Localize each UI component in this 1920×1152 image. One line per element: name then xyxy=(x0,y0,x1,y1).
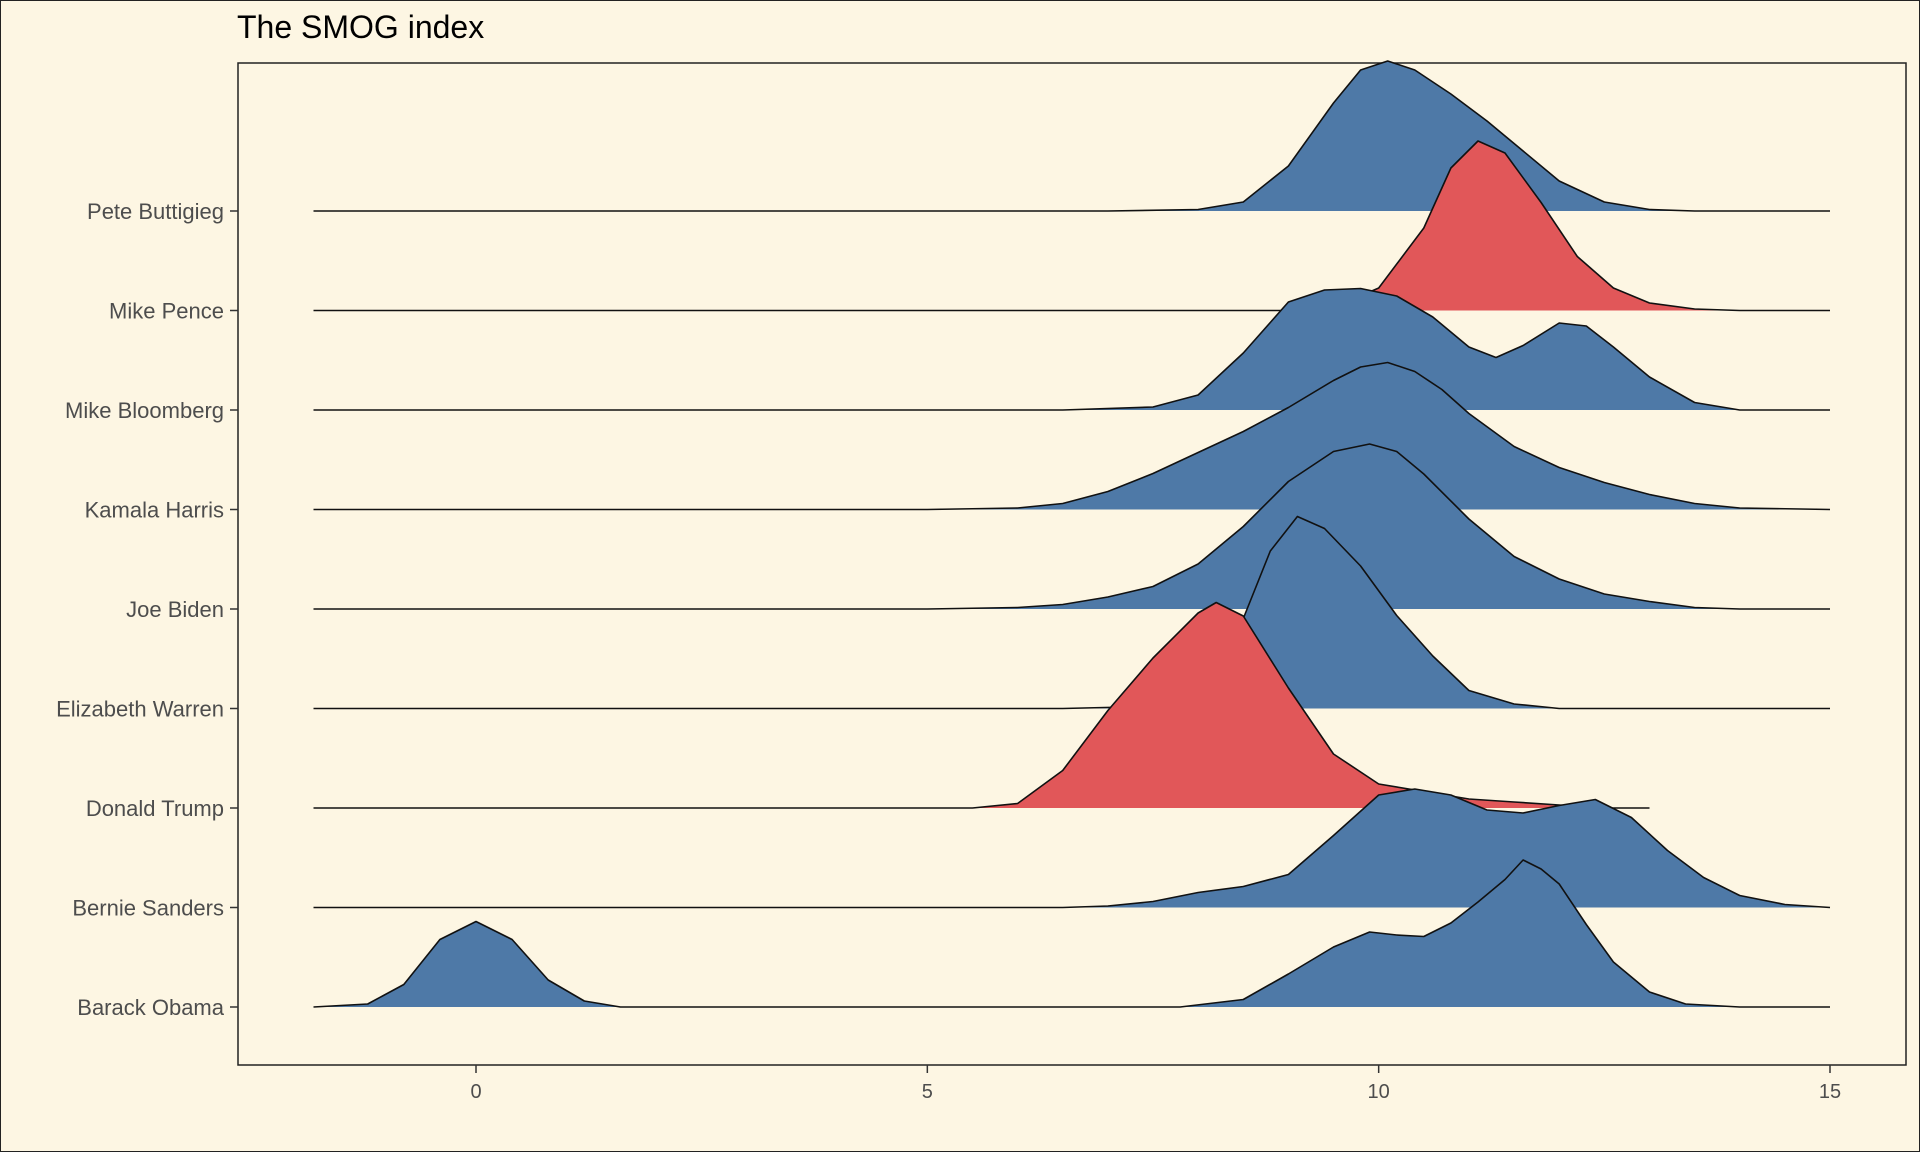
ridge-outline-pete-buttigieg xyxy=(313,60,1830,212)
y-tick-label-bernie-sanders: Bernie Sanders xyxy=(72,896,224,921)
x-tick-label-0: 0 xyxy=(470,1081,481,1103)
x-tick-label-5: 5 xyxy=(922,1081,933,1103)
ridge-donald-trump xyxy=(313,602,1650,808)
ridge-outline-barack-obama xyxy=(313,859,1830,1008)
ridge-kamala-harris xyxy=(313,362,1830,510)
y-tick-label-pete-buttigieg: Pete Buttigieg xyxy=(87,199,224,224)
ridge-outline-elizabeth-warren xyxy=(313,515,1830,710)
ridges-group xyxy=(313,60,1831,1008)
y-tick-label-mike-bloomberg: Mike Bloomberg xyxy=(65,398,224,423)
ridge-mike-bloomberg xyxy=(313,288,1830,410)
y-tick-label-joe-biden: Joe Biden xyxy=(126,597,224,622)
ridge-outline-bernie-sanders xyxy=(313,788,1831,909)
y-tick-label-mike-pence: Mike Pence xyxy=(109,299,224,324)
x-axis: 0 5 10 15 xyxy=(470,1065,1841,1103)
x-tick-label-10: 10 xyxy=(1368,1081,1390,1103)
y-tick-label-elizabeth-warren: Elizabeth Warren xyxy=(56,697,224,722)
ridge-outline-donald-trump xyxy=(313,601,1650,809)
ridge-pete-buttigieg xyxy=(313,61,1830,211)
y-tick-label-donald-trump: Donald Trump xyxy=(86,796,224,821)
ridge-outline-mike-bloomberg xyxy=(313,287,1830,411)
ridge-joe-biden xyxy=(313,444,1830,609)
chart-title: The SMOG index xyxy=(237,9,485,45)
y-tick-label-barack-obama: Barack Obama xyxy=(77,995,224,1020)
ridge-outline-joe-biden xyxy=(313,443,1830,610)
ridge-elizabeth-warren xyxy=(313,516,1830,709)
ridge-mike-pence xyxy=(313,141,1830,311)
plot-panel xyxy=(237,62,1907,1066)
x-tick-label-15: 15 xyxy=(1819,1081,1841,1103)
y-tick-label-kamala-harris: Kamala Harris xyxy=(85,498,224,523)
ridge-barack-obama xyxy=(313,860,1830,1007)
ridge-bernie-sanders xyxy=(313,789,1830,908)
y-axis: Barack Obama Bernie Sanders Donald Trump El… xyxy=(56,199,238,1020)
ridge-outline-kamala-harris xyxy=(313,361,1831,511)
